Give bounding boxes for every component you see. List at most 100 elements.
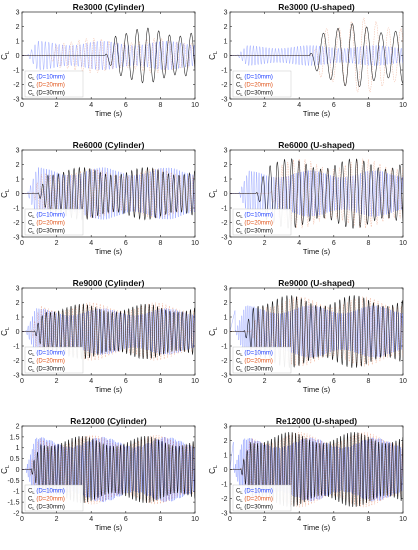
- series-line-2: [230, 296, 403, 367]
- x-tick-label: 4: [297, 516, 301, 523]
- series-line-2: [22, 37, 195, 74]
- x-tick-label: 6: [332, 102, 336, 109]
- legend: CL (D=10mm)CL (D=20mm)CL (D=30mm): [24, 70, 84, 98]
- y-tick-label: -1: [221, 343, 227, 350]
- y-tick-label: 2: [16, 162, 20, 169]
- x-tick-label: 6: [332, 240, 336, 247]
- legend-box: [232, 70, 292, 98]
- legend: CL (D=10mm)CL (D=20mm)CL (D=30mm): [232, 208, 292, 236]
- y-tick-label: -3: [221, 234, 227, 241]
- x-tick-label: 8: [158, 516, 162, 523]
- chart-panel-5: Re9000 (Cylinder) 0 2 4 6 8 10 -3 -2 -1 0 1 2 3 Time (…: [0, 278, 199, 394]
- series-line-1: [230, 170, 403, 217]
- legend-entry-1: CL (D=10mm): [28, 75, 65, 82]
- x-tick-label: 0: [228, 516, 232, 523]
- x-axis-label: Time (s): [95, 385, 123, 394]
- legend-box: [24, 346, 84, 374]
- legend-entry-3: CL (D=30mm): [236, 505, 273, 512]
- legend-entry-1: CL (D=10mm): [236, 351, 273, 358]
- y-tick-label: 0: [224, 329, 228, 336]
- y-tick-label: 3: [16, 285, 20, 292]
- x-tick-label: 8: [158, 240, 162, 247]
- series-group: [230, 157, 403, 230]
- x-tick-label: 8: [366, 378, 370, 385]
- x-tick-label: 10: [399, 240, 407, 247]
- x-tick-label: 10: [399, 378, 407, 385]
- x-tick-label: 8: [366, 516, 370, 523]
- y-tick-label: 2: [224, 162, 228, 169]
- x-axis-label: Time (s): [303, 523, 331, 532]
- x-axis-label: Time (s): [303, 247, 331, 256]
- series-line-3: [22, 303, 195, 360]
- x-tick-label: 2: [55, 102, 59, 109]
- x-axis-label: Time (s): [95, 247, 123, 256]
- legend-entry-2: CL (D=20mm): [28, 359, 65, 366]
- series-line-2: [22, 168, 195, 219]
- y-tick-label: -2: [221, 82, 227, 89]
- series-line-3: [230, 158, 403, 230]
- x-tick-label: 10: [191, 102, 199, 109]
- chart-panel-8: Re12000 (U-shaped) 0 2 4 6 8 10 -3 -2 -1 0 1 2 3 Time …: [208, 416, 407, 532]
- chart-panel-3: Re6000 (Cylinder) 0 2 4 6 8 10 -3 -2 -1 0 1 2 3 Time (…: [0, 140, 199, 256]
- x-tick-label: 6: [124, 516, 128, 523]
- y-tick-label: -1: [13, 67, 19, 74]
- series-line-3: [22, 27, 195, 84]
- x-tick-label: 2: [55, 516, 59, 523]
- series-line-2: [22, 302, 195, 361]
- legend-box: [232, 208, 292, 236]
- x-tick-label: 4: [89, 102, 93, 109]
- legend: CL (D=10mm)CL (D=20mm)CL (D=30mm): [232, 346, 292, 374]
- legend-entry-1: CL (D=10mm): [28, 213, 65, 220]
- legend-entry-2: CL (D=20mm): [236, 83, 273, 90]
- legend-box: [232, 346, 292, 374]
- legend-entry-1: CL (D=10mm): [236, 75, 273, 82]
- legend: CL (D=10mm)CL (D=20mm)CL (D=30mm): [24, 346, 84, 374]
- y-tick-label: -3: [221, 96, 227, 103]
- x-tick-label: 0: [228, 378, 232, 385]
- y-tick-label: 1: [224, 38, 228, 45]
- chart-title: Re9000 (U-shaped): [278, 278, 355, 288]
- legend-entry-3: CL (D=30mm): [28, 505, 65, 512]
- y-tick-label: -3: [13, 372, 19, 379]
- series-line-2: [230, 432, 403, 508]
- x-tick-label: 0: [20, 378, 24, 385]
- x-tick-label: 2: [263, 240, 267, 247]
- y-tick-label: 2: [16, 423, 20, 430]
- chart-panel-1: Re3000 (Cylinder) 0 2 4 6 8 10 -3 -2 -1 0 1 2 3 Time (…: [0, 2, 199, 118]
- y-tick-label: 3: [224, 285, 228, 292]
- y-tick-label: 1: [16, 176, 20, 183]
- y-tick-label: -2: [221, 496, 227, 503]
- legend-entry-1: CL (D=10mm): [236, 489, 273, 496]
- x-tick-label: 10: [191, 240, 199, 247]
- x-tick-label: 0: [20, 102, 24, 109]
- legend-box: [24, 70, 84, 98]
- x-tick-label: 8: [158, 378, 162, 385]
- y-tick-label: 2: [224, 300, 228, 307]
- chart-title: Re6000 (Cylinder): [73, 140, 145, 150]
- legend: CL (D=10mm)CL (D=20mm)CL (D=30mm): [232, 484, 292, 512]
- chart-panel-2: Re3000 (U-shaped) 0 2 4 6 8 10 -3 -2 -1 0 1 2 3 Time (…: [208, 2, 407, 118]
- y-axis-label: CL: [208, 327, 219, 336]
- y-tick-label: -1: [221, 205, 227, 212]
- legend-entry-3: CL (D=30mm): [28, 367, 65, 374]
- y-tick-label: -2: [13, 358, 19, 365]
- y-axis-label: CL: [0, 189, 11, 198]
- legend-entry-3: CL (D=30mm): [28, 229, 65, 236]
- y-tick-label: 1: [16, 38, 20, 45]
- chart-panel-6: Re9000 (U-shaped) 0 2 4 6 8 10 -3 -2 -1 0 1 2 3 Time (…: [208, 278, 407, 394]
- legend-entry-1: CL (D=10mm): [28, 489, 65, 496]
- y-tick-label: 0.5: [10, 456, 20, 463]
- y-tick-label: 2: [224, 24, 228, 31]
- legend-box: [232, 484, 292, 512]
- y-tick-label: -2: [221, 220, 227, 227]
- x-tick-label: 8: [158, 102, 162, 109]
- x-tick-label: 6: [124, 102, 128, 109]
- y-axis-label: CL: [0, 465, 11, 474]
- x-tick-label: 0: [228, 240, 232, 247]
- chart-title: Re3000 (U-shaped): [278, 2, 355, 12]
- chart-panel-4: Re6000 (U-shaped) 0 2 4 6 8 10 -3 -2 -1 0 1 2 3 Time (…: [208, 140, 407, 256]
- x-tick-label: 4: [297, 240, 301, 247]
- y-axis-label: CL: [208, 465, 219, 474]
- y-tick-label: 2: [16, 24, 20, 31]
- y-tick-label: 0: [224, 467, 228, 474]
